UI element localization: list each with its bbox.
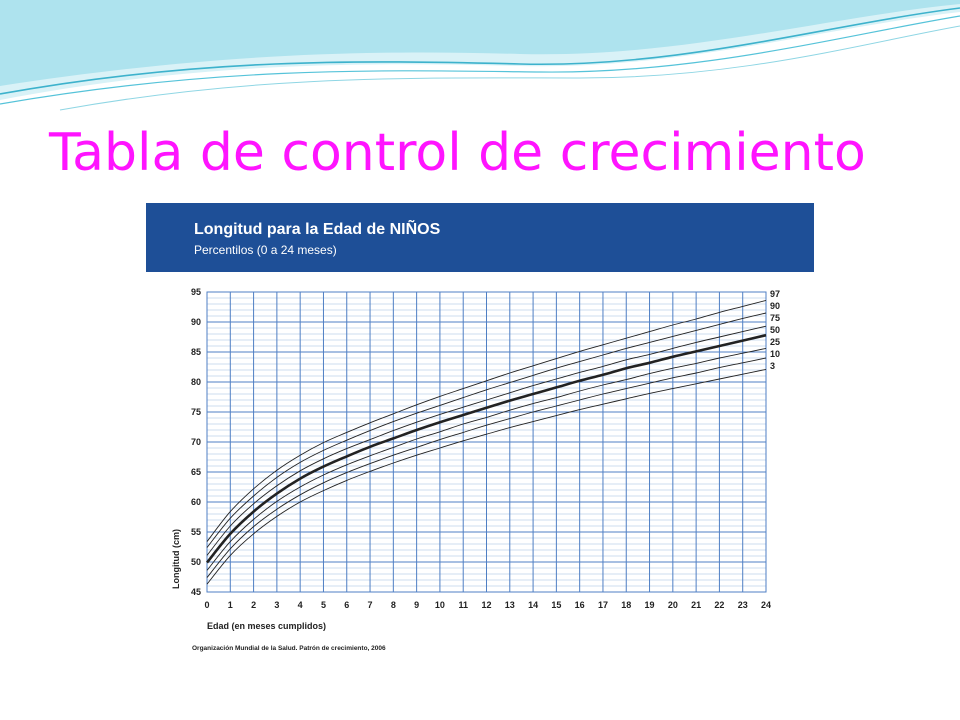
percentile-label-3: 3 [770,361,775,371]
percentile-label-25: 25 [770,337,780,347]
percentile-curve-75 [206,325,767,556]
y-tick-label: 90 [191,317,201,327]
x-tick-label: 4 [298,600,303,610]
y-tick-label: 65 [191,467,201,477]
y-tick-label: 75 [191,407,201,417]
x-tick-label: 0 [204,600,209,610]
x-tick-label: 1 [228,600,233,610]
percentile-curves [205,299,767,585]
x-tick-label: 11 [458,600,468,610]
wave-band [0,0,960,86]
chart-subtitle: Percentilos (0 a 24 meses) [194,243,337,257]
x-tick-label: 14 [528,600,538,610]
wave-decoration [0,0,960,111]
y-tick-label: 45 [191,587,201,597]
percentile-curve-50 [205,333,767,564]
y-tick-label: 60 [191,497,201,507]
x-tick-label: 24 [761,600,771,610]
x-tick-label: 2 [251,600,256,610]
x-axis-label: Edad (en meses cumplidos) [207,621,326,631]
x-tick-label: 18 [621,600,631,610]
percentile-label-50: 50 [770,325,780,335]
x-tick-label: 13 [505,600,515,610]
chart-title: Longitud para la Edad de NIÑOS [194,221,441,238]
x-tick-label: 21 [691,600,701,610]
x-tick-label: 17 [598,600,608,610]
wave-line-1 [0,7,960,95]
percentile-label-75: 75 [770,313,780,323]
y-tick-label: 50 [191,557,201,567]
x-tick-label: 16 [575,600,585,610]
x-tick-label: 7 [368,600,373,610]
percentile-curve-3 [206,368,767,585]
wave-line-3 [59,25,960,111]
x-tick-label: 20 [668,600,678,610]
x-tick-label: 8 [391,600,396,610]
percentile-label-90: 90 [770,301,780,311]
y-tick-label: 55 [191,527,201,537]
y-tick-label: 85 [191,347,201,357]
x-tick-label: 6 [344,600,349,610]
y-tick-label: 80 [191,377,201,387]
y-ticks: 45 50 55 60 65 70 75 80 85 90 95 [191,287,201,597]
x-tick-label: 9 [414,600,419,610]
x-tick-label: 12 [481,600,491,610]
percentile-curve-97 [206,299,767,542]
growth-chart: Longitud para la Edad de NIÑOS Percentil… [146,203,814,665]
y-tick-label: 95 [191,287,201,297]
x-tick-label: 3 [274,600,279,610]
percentile-curve-25 [206,347,767,571]
grid [206,291,767,593]
x-tick-label: 5 [321,600,326,610]
wave-line-2 [0,15,960,105]
y-axis-label: Longitud (cm) [171,529,181,589]
percentile-curve-10 [206,357,767,578]
x-tick-label: 22 [714,600,724,610]
chart-header: Longitud para la Edad de NIÑOS Percentil… [146,203,814,272]
x-ticks: 0 1 2 3 4 5 6 7 8 9 10 11 12 13 14 15 16 17 18 19 20 21 22 23 24 [204,600,771,610]
slide-title: Tabla de control de crecimiento [49,123,866,183]
source-note: Organización Mundial de la Salud. Patrón… [192,645,386,652]
x-tick-label: 23 [738,600,748,610]
percentile-labels: 97 90 75 50 25 10 3 [770,289,780,371]
percentile-label-10: 10 [770,349,780,359]
x-tick-label: 19 [645,600,655,610]
x-tick-label: 10 [435,600,445,610]
percentile-label-97: 97 [770,289,780,299]
percentile-curve-90 [206,312,767,548]
x-tick-label: 15 [551,600,561,610]
y-tick-label: 70 [191,437,201,447]
